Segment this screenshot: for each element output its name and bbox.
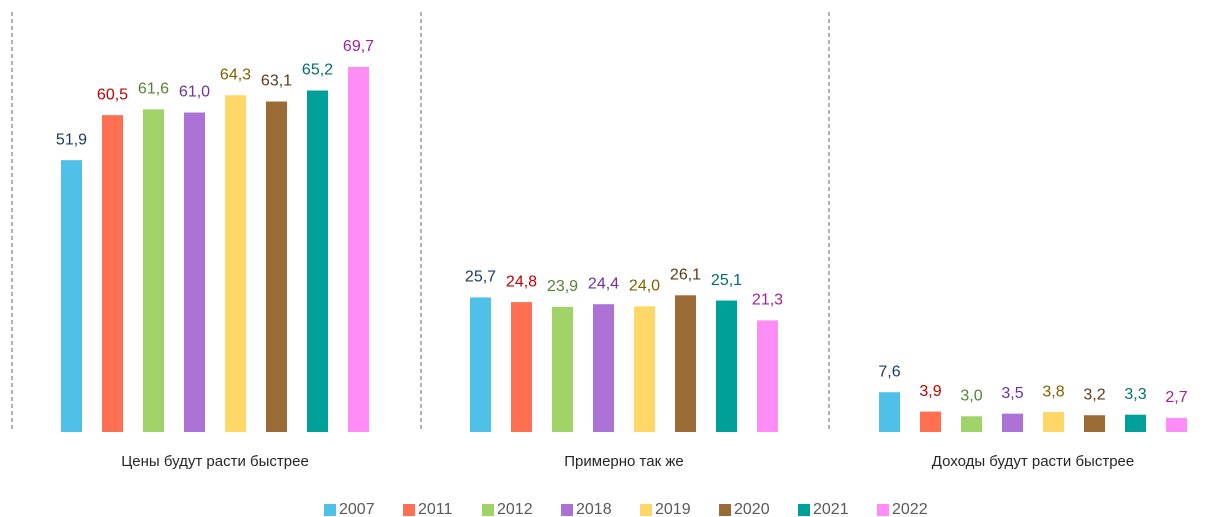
bar xyxy=(879,392,900,432)
data-label: 25,7 xyxy=(465,269,496,286)
x-tick-label: Примерно так же xyxy=(564,453,683,470)
bar xyxy=(225,95,246,432)
legend-label: 2007 xyxy=(339,501,375,517)
data-label: 24,0 xyxy=(629,278,660,295)
legend-swatch xyxy=(482,504,494,516)
bar xyxy=(102,115,123,432)
bar xyxy=(470,297,491,432)
bar xyxy=(1043,412,1064,432)
data-label: 3,9 xyxy=(919,383,941,400)
data-label: 3,8 xyxy=(1042,383,1064,400)
data-label: 25,1 xyxy=(711,272,742,289)
legend-swatch xyxy=(640,504,652,516)
data-label: 26,1 xyxy=(670,267,701,284)
legend-swatch xyxy=(324,504,336,516)
legend-swatch xyxy=(719,504,731,516)
legend-label: 2020 xyxy=(734,501,770,517)
data-label: 61,0 xyxy=(179,84,210,101)
data-label: 3,0 xyxy=(960,388,982,405)
data-label: 3,5 xyxy=(1001,385,1023,402)
bar xyxy=(716,300,737,432)
data-label: 24,4 xyxy=(588,275,619,292)
legend-label: 2022 xyxy=(892,501,928,517)
bar xyxy=(184,112,205,432)
bar xyxy=(143,109,164,433)
bar xyxy=(1166,417,1187,432)
bar xyxy=(61,160,82,432)
legend-swatch xyxy=(798,504,810,516)
bar xyxy=(593,304,614,432)
data-label: 3,3 xyxy=(1124,386,1146,403)
legend-label: 2021 xyxy=(813,501,849,517)
data-label: 21,3 xyxy=(752,292,783,309)
bar xyxy=(1084,415,1105,432)
data-label: 2,7 xyxy=(1165,389,1187,406)
data-label: 60,5 xyxy=(97,86,128,103)
data-label: 23,9 xyxy=(547,278,578,295)
legend-label: 2019 xyxy=(655,501,691,517)
bar xyxy=(1125,414,1146,432)
data-label: 3,2 xyxy=(1083,386,1105,403)
x-tick-label: Доходы будут расти быстрее xyxy=(932,453,1134,470)
data-label: 63,1 xyxy=(261,73,292,90)
data-label: 51,9 xyxy=(56,131,87,148)
legend-swatch xyxy=(561,504,573,516)
legend-swatch xyxy=(877,504,889,516)
legend-label: 2012 xyxy=(497,501,533,517)
x-tick-label: Цены будут расти быстрее xyxy=(121,453,309,470)
bar xyxy=(348,66,369,432)
data-label: 24,8 xyxy=(506,273,537,290)
bar xyxy=(675,295,696,432)
bar xyxy=(1002,413,1023,432)
data-label: 61,6 xyxy=(138,81,169,98)
legend-swatch xyxy=(403,504,415,516)
legend-label: 2011 xyxy=(418,501,453,517)
data-label: 7,6 xyxy=(878,363,900,380)
bar xyxy=(511,302,532,432)
bar xyxy=(961,416,982,432)
bar xyxy=(307,90,328,432)
bar xyxy=(634,306,655,432)
data-label: 65,2 xyxy=(302,62,333,79)
data-label: 64,3 xyxy=(220,66,251,83)
bar xyxy=(552,306,573,432)
data-label: 69,7 xyxy=(343,38,374,55)
bar xyxy=(266,101,287,433)
legend-label: 2018 xyxy=(576,501,612,517)
bar xyxy=(757,320,778,432)
bar xyxy=(920,411,941,432)
